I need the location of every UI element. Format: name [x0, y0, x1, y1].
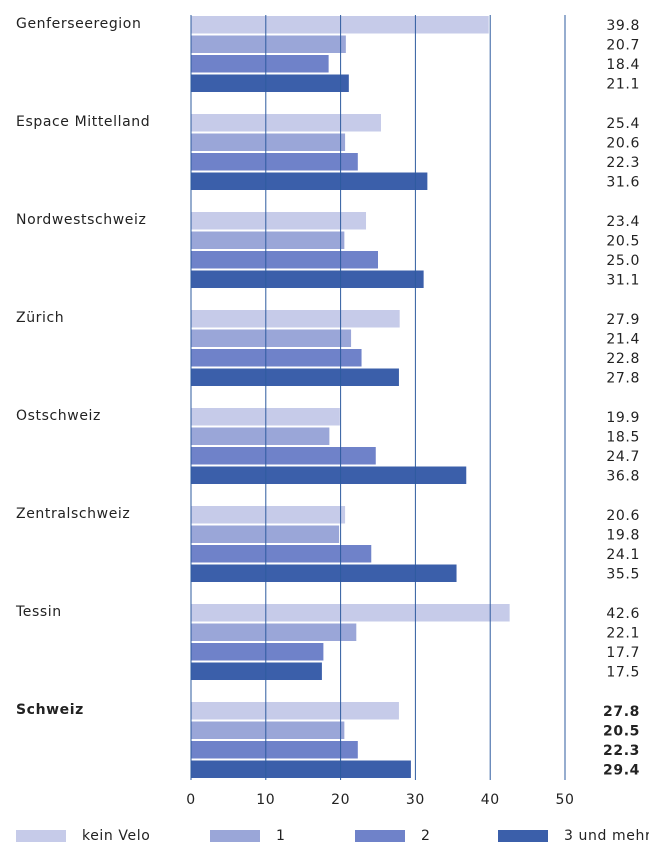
bar — [191, 741, 358, 759]
value-label: 17.7 — [606, 645, 640, 661]
bar — [191, 447, 376, 465]
value-label: 27.8 — [606, 370, 640, 386]
bar — [191, 172, 428, 190]
category-label: Ostschweiz — [16, 408, 101, 424]
bar — [191, 153, 358, 171]
bar — [191, 231, 345, 249]
legend-swatch — [16, 830, 66, 842]
value-label: 17.5 — [606, 664, 640, 680]
value-label: 23.4 — [606, 214, 640, 230]
bar — [191, 702, 399, 720]
bar — [191, 604, 510, 622]
bar — [191, 662, 322, 680]
x-tick-label: 30 — [406, 792, 425, 808]
value-label: 31.6 — [606, 174, 640, 190]
bar — [191, 545, 372, 563]
value-label: 20.6 — [606, 135, 640, 151]
bar — [191, 368, 399, 386]
value-label: 35.5 — [606, 566, 640, 582]
value-label: 22.1 — [606, 625, 640, 641]
bar — [191, 212, 367, 230]
value-label: 29.4 — [603, 762, 640, 778]
value-label: 25.4 — [606, 116, 640, 132]
bar — [191, 643, 324, 661]
bar — [191, 114, 381, 132]
category-label: Schweiz — [16, 702, 84, 718]
bar — [191, 16, 489, 34]
value-label: 20.6 — [606, 508, 640, 524]
bar — [191, 310, 400, 328]
legend-label: 3 und mehr — [564, 828, 649, 843]
bar — [191, 74, 349, 92]
x-tick-label: 40 — [481, 792, 500, 808]
value-label: 21.4 — [606, 331, 640, 347]
bar — [191, 721, 345, 739]
bar — [191, 623, 357, 641]
category-label: Zentralschweiz — [16, 506, 130, 522]
legend-swatch — [210, 830, 260, 842]
bar — [191, 251, 378, 269]
x-tick-label: 0 — [186, 792, 196, 808]
value-label: 42.6 — [606, 606, 640, 622]
value-label: 20.5 — [606, 233, 640, 249]
bar — [191, 427, 330, 445]
value-label: 18.5 — [606, 429, 640, 445]
value-label: 18.4 — [606, 57, 640, 73]
bar — [191, 525, 340, 543]
value-label: 20.5 — [603, 723, 640, 739]
value-label: 24.1 — [606, 547, 640, 563]
legend-swatch — [355, 830, 405, 842]
bar — [191, 35, 346, 53]
category-label: Tessin — [15, 604, 62, 620]
value-label: 19.9 — [606, 410, 640, 426]
value-label: 22.3 — [606, 155, 640, 171]
bar — [191, 55, 329, 73]
bar — [191, 270, 424, 288]
bar — [191, 133, 346, 151]
category-label: Zürich — [16, 310, 64, 326]
bar — [191, 760, 411, 778]
legend-label: 2 — [421, 828, 431, 843]
value-label: 22.3 — [603, 743, 640, 759]
value-label: 39.8 — [606, 18, 640, 34]
bar — [191, 564, 457, 582]
x-tick-label: 20 — [331, 792, 350, 808]
value-label: 20.7 — [606, 37, 640, 53]
value-label: 24.7 — [606, 449, 640, 465]
category-label: Genferseeregion — [16, 16, 141, 32]
x-tick-label: 10 — [256, 792, 275, 808]
bar — [191, 349, 362, 367]
value-label: 31.1 — [606, 272, 640, 288]
legend-label: 1 — [276, 828, 286, 843]
value-label: 25.0 — [606, 253, 640, 269]
bar — [191, 466, 467, 484]
category-label: Nordwestschweiz — [16, 212, 146, 228]
legend-swatch — [498, 830, 548, 842]
bar — [191, 506, 346, 524]
bar — [191, 329, 352, 347]
value-label: 27.9 — [606, 312, 640, 328]
value-label: 19.8 — [606, 527, 640, 543]
value-label: 36.8 — [606, 468, 640, 484]
x-tick-label: 50 — [555, 792, 574, 808]
value-label: 22.8 — [606, 351, 640, 367]
value-label: 21.1 — [606, 76, 640, 92]
legend-label: kein Velo — [82, 828, 150, 843]
value-label: 27.8 — [603, 704, 640, 720]
category-label: Espace Mittelland — [16, 114, 150, 130]
